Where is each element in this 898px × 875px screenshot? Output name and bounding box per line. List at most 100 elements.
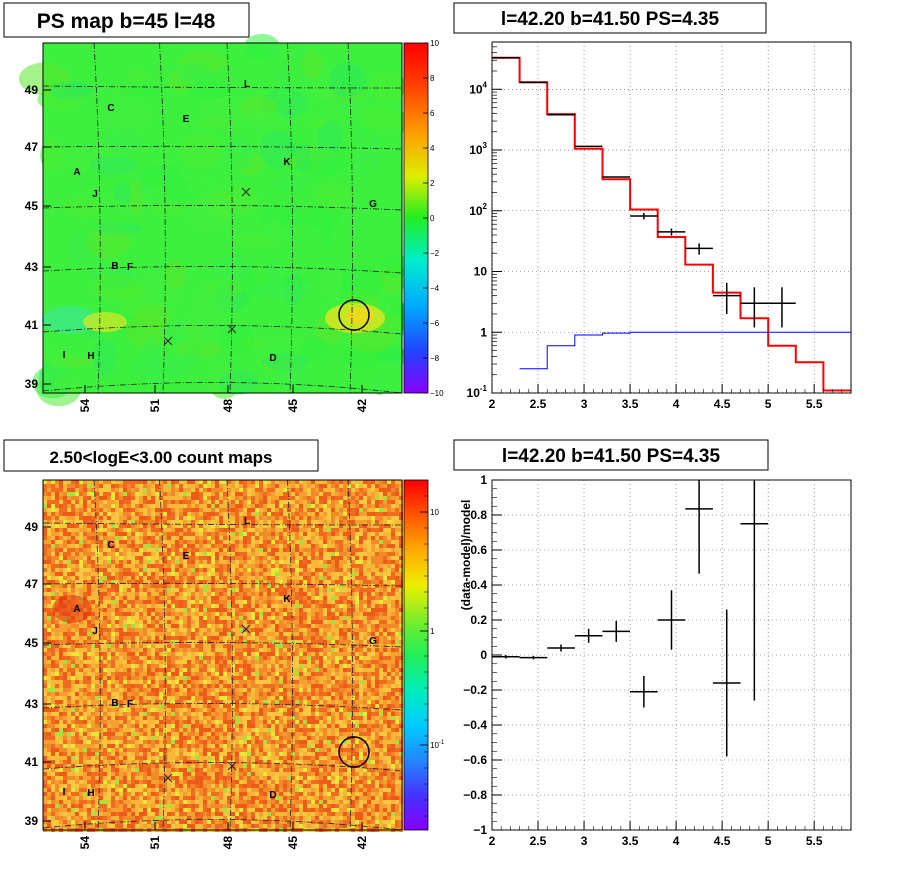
count-pixel [91, 524, 95, 528]
count-pixel [367, 604, 371, 608]
count-pixel [351, 624, 355, 628]
count-pixel [195, 584, 199, 588]
count-pixel [207, 536, 211, 540]
count-pixel [307, 556, 311, 560]
count-pixel [143, 636, 147, 640]
ps-map-cyan-region [42, 306, 98, 334]
count-pixel [203, 552, 207, 556]
count-pixel [195, 480, 199, 484]
count-pixel [255, 612, 259, 616]
count-pixel [399, 596, 403, 600]
count-pixel [211, 668, 215, 672]
count-pixel [115, 488, 119, 492]
count-pixel [139, 496, 143, 500]
count-pixel [59, 480, 63, 484]
count-pixel [63, 500, 67, 504]
count-pixel [351, 576, 355, 580]
count-pixel [83, 628, 87, 632]
count-pixel [59, 580, 63, 584]
count-pixel [75, 560, 79, 564]
count-pixel [119, 496, 123, 500]
count-pixel [347, 616, 351, 620]
ps-map-blob [314, 182, 353, 210]
count-pixel [283, 584, 287, 588]
count-pixel [219, 620, 223, 624]
count-pixel [95, 592, 99, 596]
count-pixel [223, 568, 227, 572]
count-pixel [355, 512, 359, 516]
count-pixel [59, 584, 63, 588]
count-pixel [47, 560, 51, 564]
count-pixel [203, 532, 207, 536]
count-pixel [83, 672, 87, 676]
count-pixel [207, 592, 211, 596]
count-pixel [91, 520, 95, 524]
count-pixel [267, 636, 271, 640]
count-pixel [247, 496, 251, 500]
count-pixel [243, 668, 247, 672]
count-pixel [299, 540, 303, 544]
count-pixel [339, 676, 343, 680]
count-pixel [227, 496, 231, 500]
count-pixel [203, 616, 207, 620]
count-pixel [255, 652, 259, 656]
count-pixel [75, 628, 79, 632]
count-pixel [179, 608, 183, 612]
count-pixel [259, 576, 263, 580]
count-pixel [387, 580, 391, 584]
count-pixel [327, 612, 331, 616]
count-pixel [139, 624, 143, 628]
count-pixel [127, 552, 131, 556]
count-pixel [207, 508, 211, 512]
count-pixel [351, 508, 355, 512]
count-pixel [355, 600, 359, 604]
count-map-title: 2.50<logE<3.00 count maps [50, 448, 273, 467]
spectrum-title: l=42.20 b=41.50 PS=4.35 [501, 9, 720, 30]
count-pixel [71, 536, 75, 540]
count-pixel [187, 676, 191, 680]
count-pixel [295, 564, 299, 568]
count-pixel [151, 520, 155, 524]
count-pixel [59, 588, 63, 592]
count-pixel [315, 616, 319, 620]
count-pixel [323, 496, 327, 500]
count-pixel [271, 556, 275, 560]
count-pixel [303, 504, 307, 508]
count-pixel [215, 584, 219, 588]
count-pixel [223, 648, 227, 652]
count-pixel [203, 588, 207, 592]
count-pixel [319, 676, 323, 680]
count-pixel [43, 576, 47, 580]
count-pixel [267, 560, 271, 564]
count-pixel [115, 588, 119, 592]
count-pixel [303, 540, 307, 544]
count-pixel [199, 592, 203, 596]
count-pixel [147, 564, 151, 568]
count-pixel [67, 564, 71, 568]
count-pixel [187, 508, 191, 512]
count-pixel [271, 620, 275, 624]
count-pixel [183, 480, 187, 484]
count-pixel [351, 668, 355, 672]
count-pixel [75, 664, 79, 668]
count-pixel [139, 588, 143, 592]
count-pixel [155, 516, 159, 520]
count-pixel [399, 620, 403, 624]
count-pixel [303, 552, 307, 556]
count-pixel [347, 496, 351, 500]
count-pixel [399, 516, 403, 520]
count-pixel [171, 640, 175, 644]
count-pixel [231, 628, 235, 632]
count-pixel [183, 644, 187, 648]
count-pixel [203, 572, 207, 576]
count-pixel [71, 556, 75, 560]
count-pixel [351, 552, 355, 556]
count-pixel [247, 536, 251, 540]
count-pixel [311, 624, 315, 628]
count-pixel [263, 604, 267, 608]
count-pixel [195, 540, 199, 544]
count-pixel [351, 504, 355, 508]
count-pixel [163, 660, 167, 664]
count-pixel [191, 596, 195, 600]
count-pixel [355, 644, 359, 648]
